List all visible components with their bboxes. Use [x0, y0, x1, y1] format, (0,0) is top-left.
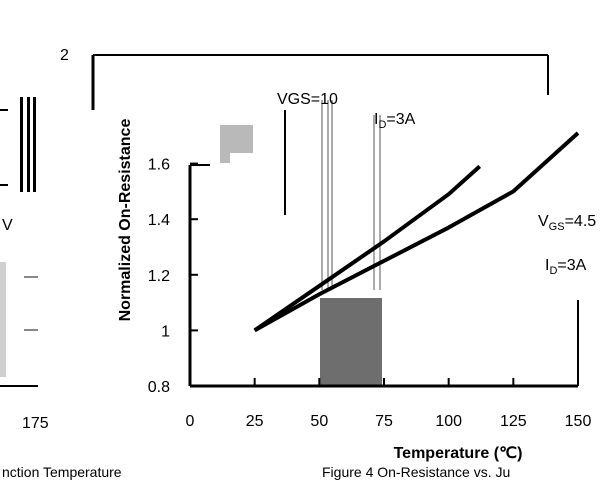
x-tick-label: 75 [375, 413, 393, 430]
y-tick-label: 1.2 [148, 268, 170, 285]
y-tick-label: 1.6 [148, 157, 170, 174]
series-annotations: VGS=10 ID=3A VGS=4.5 ID=3A [277, 91, 596, 277]
fragment-v-label: V [2, 217, 13, 234]
series-line-1 [253, 164, 482, 333]
y-tick-label: 1 [161, 323, 170, 340]
annotation-lower-id: ID=3A [545, 257, 587, 277]
figure-caption: Figure 4 On-Resistance vs. Ju [322, 464, 510, 480]
left-figure-fragment: V 175 nction Temperature [0, 97, 122, 480]
x-tick-label: 0 [186, 413, 195, 430]
x-tick-label: 150 [565, 413, 592, 430]
scan-artifacts [91, 54, 549, 386]
y-tick-label: 0.8 [148, 379, 170, 396]
fragment-caption: nction Temperature [2, 464, 122, 480]
fragment-bar [33, 97, 36, 192]
series-line-2 [253, 131, 580, 333]
y-tick-label-top-partial: 2 [60, 47, 69, 64]
x-tick-label: 100 [435, 413, 462, 430]
y-tick-label: 1.4 [148, 212, 170, 229]
x-tick-label: 25 [246, 413, 264, 430]
annotation-upper-vgs: VGS=10 [277, 91, 338, 108]
y-tick-group: 0.8 1 1.2 1.4 1.6 [148, 157, 198, 396]
artifact-block-dark [320, 298, 382, 386]
fragment-tick-label: 175 [22, 415, 49, 432]
artifact-block-light-small [220, 153, 230, 163]
fragment-block [0, 262, 6, 377]
fragment-bar [20, 97, 23, 192]
annotation-upper-id: ID=3A [374, 111, 416, 131]
x-axis-title: Temperature (℃) [394, 445, 523, 462]
plot-area: 0.8 1 1.2 1.4 1.6 0 25 50 75 100 125 150 [148, 131, 592, 430]
annotation-lower-vgs: VGS=4.5 [538, 213, 596, 233]
x-tick-label: 125 [500, 413, 527, 430]
fragment-bar [27, 97, 30, 192]
x-tick-group: 0 25 50 75 100 125 150 [186, 378, 592, 430]
x-tick-label: 50 [310, 413, 328, 430]
y-axis-title: Normalized On-Resistance [117, 119, 134, 322]
series-group [253, 131, 580, 333]
artifact-block-light [220, 125, 253, 153]
